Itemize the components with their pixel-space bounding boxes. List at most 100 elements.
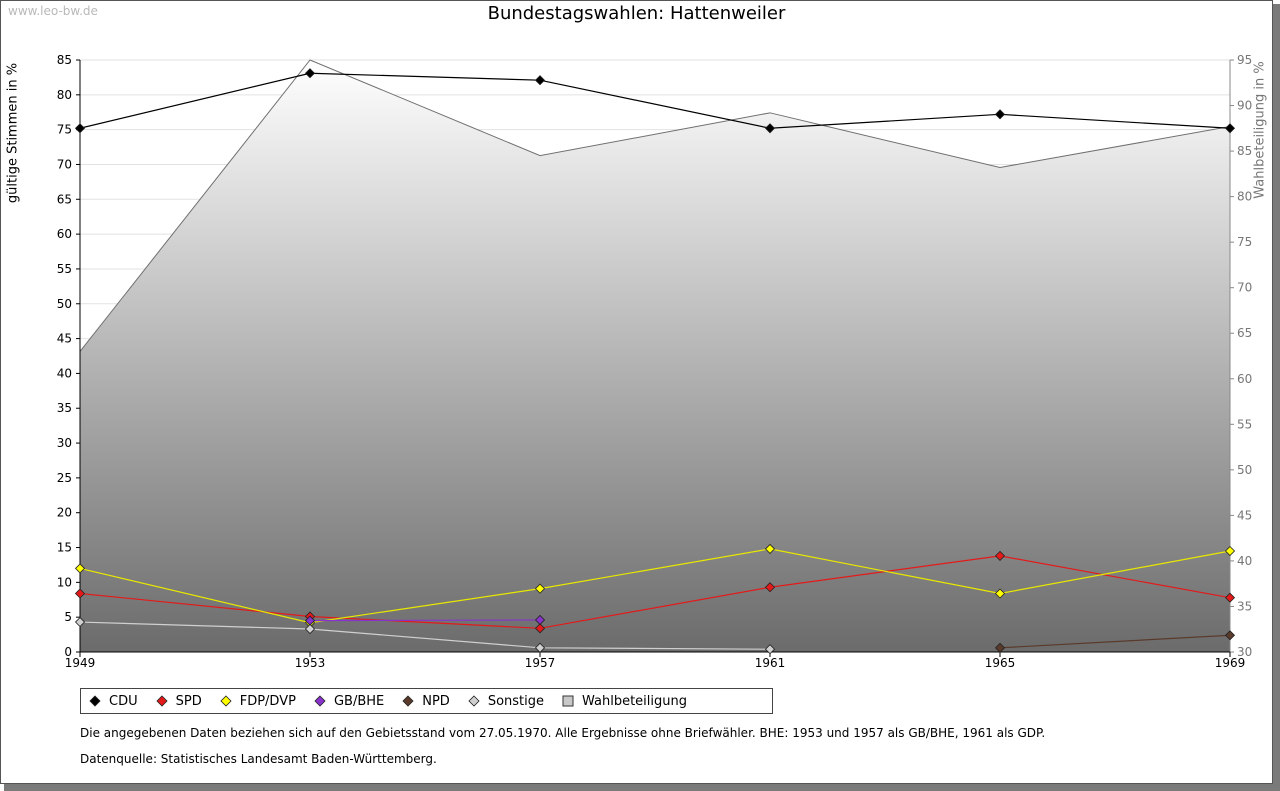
data-point [534, 623, 546, 634]
y-tick-label: 60 [57, 227, 72, 241]
series-gb-bhe [304, 614, 546, 626]
data-point [1224, 630, 1236, 641]
y-tick-label: 80 [57, 88, 72, 102]
legend-marker [468, 695, 480, 707]
data-point [764, 582, 776, 593]
data-point [764, 123, 776, 134]
watermark: www.leo-bw.de [8, 4, 98, 18]
legend-item: Wahlbeteiligung [562, 694, 687, 709]
series-line [79, 72, 1231, 129]
legend: CDU SPD FDP/DVP GB/BHE NPD Sonstige Wahlbeteil… [80, 688, 773, 714]
y-tick-label: 15 [57, 541, 72, 555]
legend-item: FDP/DVP [220, 694, 296, 709]
y2-tick-label: 85 [1237, 144, 1252, 158]
series-spd [74, 550, 1236, 634]
legend-item: GB/BHE [314, 694, 384, 709]
y-tick-label: 0 [64, 645, 72, 659]
legend-item: CDU [89, 694, 138, 709]
legend-diamond [314, 695, 326, 707]
series-cdu [74, 68, 1236, 134]
data-point [304, 68, 316, 79]
turnout-area-fill [80, 60, 1230, 652]
x-tick-label: 1969 [1215, 656, 1246, 670]
frame-shadow-bottom [4, 784, 1280, 791]
data-point [534, 75, 546, 86]
data-point [74, 123, 86, 134]
y-tick-label: 70 [57, 157, 72, 171]
data-point [1224, 592, 1236, 603]
y-tick-label: 75 [57, 123, 72, 137]
legend-square [562, 695, 574, 707]
legend-diamond [156, 695, 168, 707]
y-tick-label: 10 [57, 575, 72, 589]
data-point [994, 109, 1006, 120]
y-tick-label: 5 [64, 610, 72, 624]
y-tick-label: 65 [57, 192, 72, 206]
data-point [764, 543, 776, 554]
y2-tick-label: 45 [1237, 508, 1252, 522]
y-tick-label: 35 [57, 401, 72, 415]
y-tick-label: 25 [57, 471, 72, 485]
legend-label: SPD [175, 693, 202, 709]
x-tick-label: 1953 [295, 656, 326, 670]
data-point [534, 642, 546, 653]
data-source: Datenquelle: Statistisches Landesamt Bad… [80, 752, 437, 766]
data-point [1224, 123, 1236, 134]
y2-tick-label: 75 [1237, 235, 1252, 249]
legend-diamond [89, 695, 101, 707]
data-point [74, 563, 86, 574]
data-point [534, 583, 546, 594]
legend-marker [220, 695, 232, 707]
legend-marker [89, 695, 101, 707]
data-point [1224, 545, 1236, 557]
legend-diamond [220, 695, 232, 707]
y2-tick-label: 90 [1237, 99, 1252, 113]
y-tick-label: 40 [57, 366, 72, 380]
legend-marker [156, 695, 168, 707]
legend-marker [402, 695, 414, 707]
x-tick-label: 1957 [525, 656, 556, 670]
data-point [994, 588, 1006, 599]
series-sonstige [74, 616, 776, 655]
series-npd [994, 630, 1236, 653]
y-tick-label: 20 [57, 506, 72, 520]
y-tick-label: 30 [57, 436, 72, 450]
y-tick-label: 50 [57, 297, 72, 311]
y-axis-label-left: gültige Stimmen in % [5, 62, 21, 204]
y2-tick-label: 30 [1237, 645, 1252, 659]
legend-label: NPD [422, 693, 450, 709]
y2-tick-label: 50 [1237, 463, 1252, 477]
legend-item: NPD [402, 694, 450, 709]
y2-tick-label: 70 [1237, 281, 1252, 295]
legend-marker [314, 695, 326, 707]
series-line [999, 634, 1231, 649]
data-point [994, 642, 1006, 653]
frame-shadow-right [1273, 4, 1280, 791]
legend-label: GB/BHE [333, 693, 385, 709]
legend-label: Sonstige [487, 693, 544, 709]
series-line [79, 621, 771, 650]
data-point [764, 644, 776, 655]
turnout-area [79, 59, 1231, 652]
x-tick-label: 1961 [755, 656, 786, 670]
series-line [79, 555, 1231, 629]
legend-label: CDU [109, 693, 138, 709]
y-tick-label: 55 [57, 262, 72, 276]
legend-item: SPD [156, 694, 202, 709]
series-fdp-dvp [74, 543, 1236, 628]
turnout-line [79, 59, 1231, 352]
legend-diamond [402, 695, 414, 707]
x-tick-label: 1965 [985, 656, 1016, 670]
data-point [534, 614, 546, 626]
legend-marker [562, 695, 574, 707]
y2-tick-label: 35 [1237, 599, 1252, 613]
y2-tick-label: 80 [1237, 190, 1252, 204]
y-axis-label-right: Wahlbeteiligung in % [1252, 61, 1268, 199]
y-tick-label: 85 [57, 53, 72, 67]
legend-label: FDP/DVP [239, 693, 296, 709]
y2-tick-label: 55 [1237, 417, 1252, 431]
y2-tick-label: 40 [1237, 554, 1252, 568]
data-point [994, 550, 1006, 561]
series-line [309, 619, 541, 622]
